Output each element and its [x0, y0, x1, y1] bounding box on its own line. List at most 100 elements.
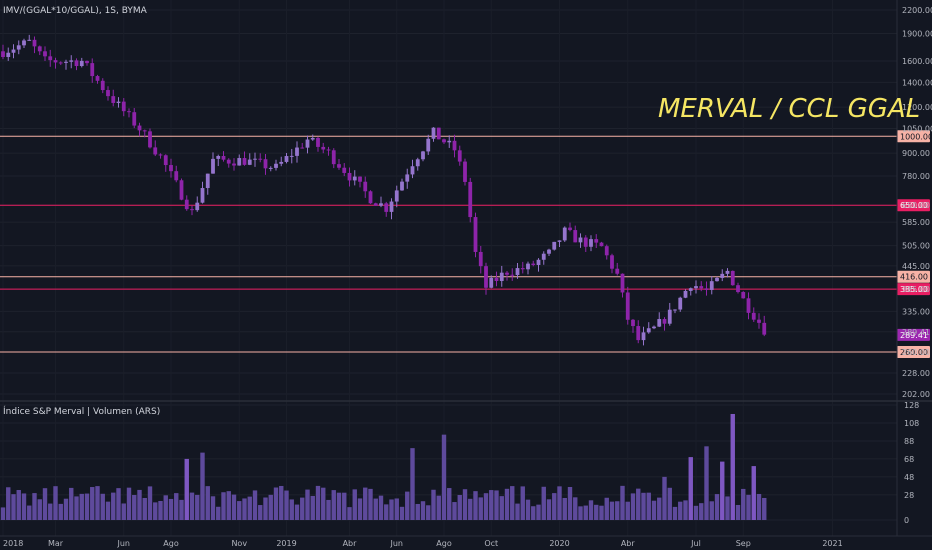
volume-bar — [226, 491, 231, 520]
volume-bar — [294, 504, 300, 520]
candle — [363, 176, 368, 198]
candle — [468, 177, 473, 223]
candle — [730, 270, 735, 286]
candle — [762, 315, 767, 337]
candle — [667, 302, 672, 326]
volume-bar — [32, 493, 37, 520]
candle — [494, 271, 499, 287]
svg-text:416.00: 416.00 — [900, 273, 928, 282]
candle — [190, 205, 194, 216]
volume-bar — [84, 493, 90, 520]
candle — [127, 108, 131, 118]
volume-bar — [352, 489, 357, 520]
volume-bar — [525, 499, 531, 520]
volume-bar — [100, 493, 105, 520]
candle — [373, 202, 378, 206]
volume-bar — [21, 493, 27, 520]
svg-text:385.00: 385.00 — [900, 285, 928, 294]
price-tick-label: 445.00 — [902, 262, 930, 271]
volume-tick-label: 0 — [904, 516, 909, 525]
volume-bar — [153, 502, 158, 520]
level-line[interactable]: 385.00 — [0, 283, 930, 296]
volume-tick-label: 48 — [904, 473, 914, 482]
candle — [499, 265, 504, 287]
level-line[interactable]: 260.00 — [0, 345, 930, 358]
candle — [16, 40, 21, 55]
volume-bar — [405, 491, 410, 520]
volume-bar — [604, 497, 609, 520]
volume-bar — [620, 485, 625, 520]
candle — [473, 212, 478, 258]
volume-bar — [415, 503, 420, 520]
price-tick-label: 228.00 — [902, 369, 930, 378]
candle — [568, 222, 572, 232]
candle — [405, 168, 410, 189]
time-tick-label: 2021 — [822, 539, 842, 548]
volume-bar — [48, 503, 53, 520]
price-tick-label: 2200.00 — [902, 6, 932, 15]
candle — [751, 307, 756, 322]
volume-bar — [174, 493, 179, 520]
volume-bar — [678, 501, 683, 520]
price-tick-label: 780.00 — [902, 172, 930, 181]
candle — [32, 36, 37, 54]
candle — [678, 296, 683, 312]
price-tick-label: 1050.00 — [902, 124, 932, 133]
volume-bar — [58, 503, 63, 520]
candle — [683, 289, 688, 299]
candle — [662, 317, 667, 331]
candle — [100, 78, 105, 94]
volume-bar — [279, 485, 284, 520]
volume-bar — [342, 492, 347, 520]
price-tick-label: 1200.00 — [902, 103, 932, 112]
volume-bar — [552, 493, 557, 520]
candle — [442, 138, 446, 145]
time-tick-label: Jun — [390, 539, 404, 548]
price-axis[interactable]: 202.00 228.00 260.00 289.41 335.00 385.00 445.… — [902, 6, 932, 399]
level-line[interactable]: 650.00 — [0, 199, 930, 212]
price-tick-label: 1600.00 — [902, 57, 932, 66]
volume-bar — [205, 486, 210, 520]
volume-axis[interactable]: 0 28 48 68 88 108 128 — [904, 401, 919, 525]
candle — [562, 226, 567, 242]
volume-bar — [531, 506, 536, 520]
level-line[interactable]: 416.00 — [0, 270, 930, 283]
candle — [599, 241, 604, 247]
volume-bar — [195, 494, 200, 520]
svg-text:260.00: 260.00 — [900, 348, 928, 357]
candle — [694, 280, 698, 294]
volume-bar — [646, 492, 651, 520]
candle — [316, 136, 320, 152]
volume-bar — [667, 487, 672, 520]
volume-bar — [373, 498, 378, 520]
volume-bar — [237, 501, 242, 520]
candle — [226, 158, 231, 168]
candle — [736, 282, 740, 294]
volume-bar — [625, 501, 630, 520]
price-tick-label: 385.00 — [902, 285, 930, 294]
volume-bar — [546, 499, 552, 520]
level-line[interactable]: 289.41 — [897, 328, 930, 341]
candle — [389, 198, 394, 220]
volume-bar — [321, 487, 326, 520]
candle — [547, 248, 551, 256]
volume-bar — [289, 499, 294, 520]
volume-bar — [179, 499, 184, 520]
candle — [289, 148, 294, 164]
volume-bar — [588, 500, 594, 520]
candle — [478, 245, 483, 274]
volume-bar — [132, 494, 137, 520]
volume-bar — [263, 497, 268, 520]
time-axis[interactable]: 2018 Mar Jun Ago Nov 2019 Abr Jun Ago Oct 2020 Abr J… — [3, 539, 843, 548]
candle — [163, 154, 168, 172]
volume-bar — [693, 505, 699, 520]
time-tick-label: Jun — [117, 539, 131, 548]
candle — [520, 261, 525, 274]
volume-bar — [121, 503, 126, 520]
volume-bar — [426, 505, 431, 520]
candle — [510, 268, 515, 281]
candle — [137, 122, 142, 137]
candle — [484, 262, 488, 295]
volume-bar — [189, 492, 195, 520]
volume-bar — [599, 505, 604, 520]
